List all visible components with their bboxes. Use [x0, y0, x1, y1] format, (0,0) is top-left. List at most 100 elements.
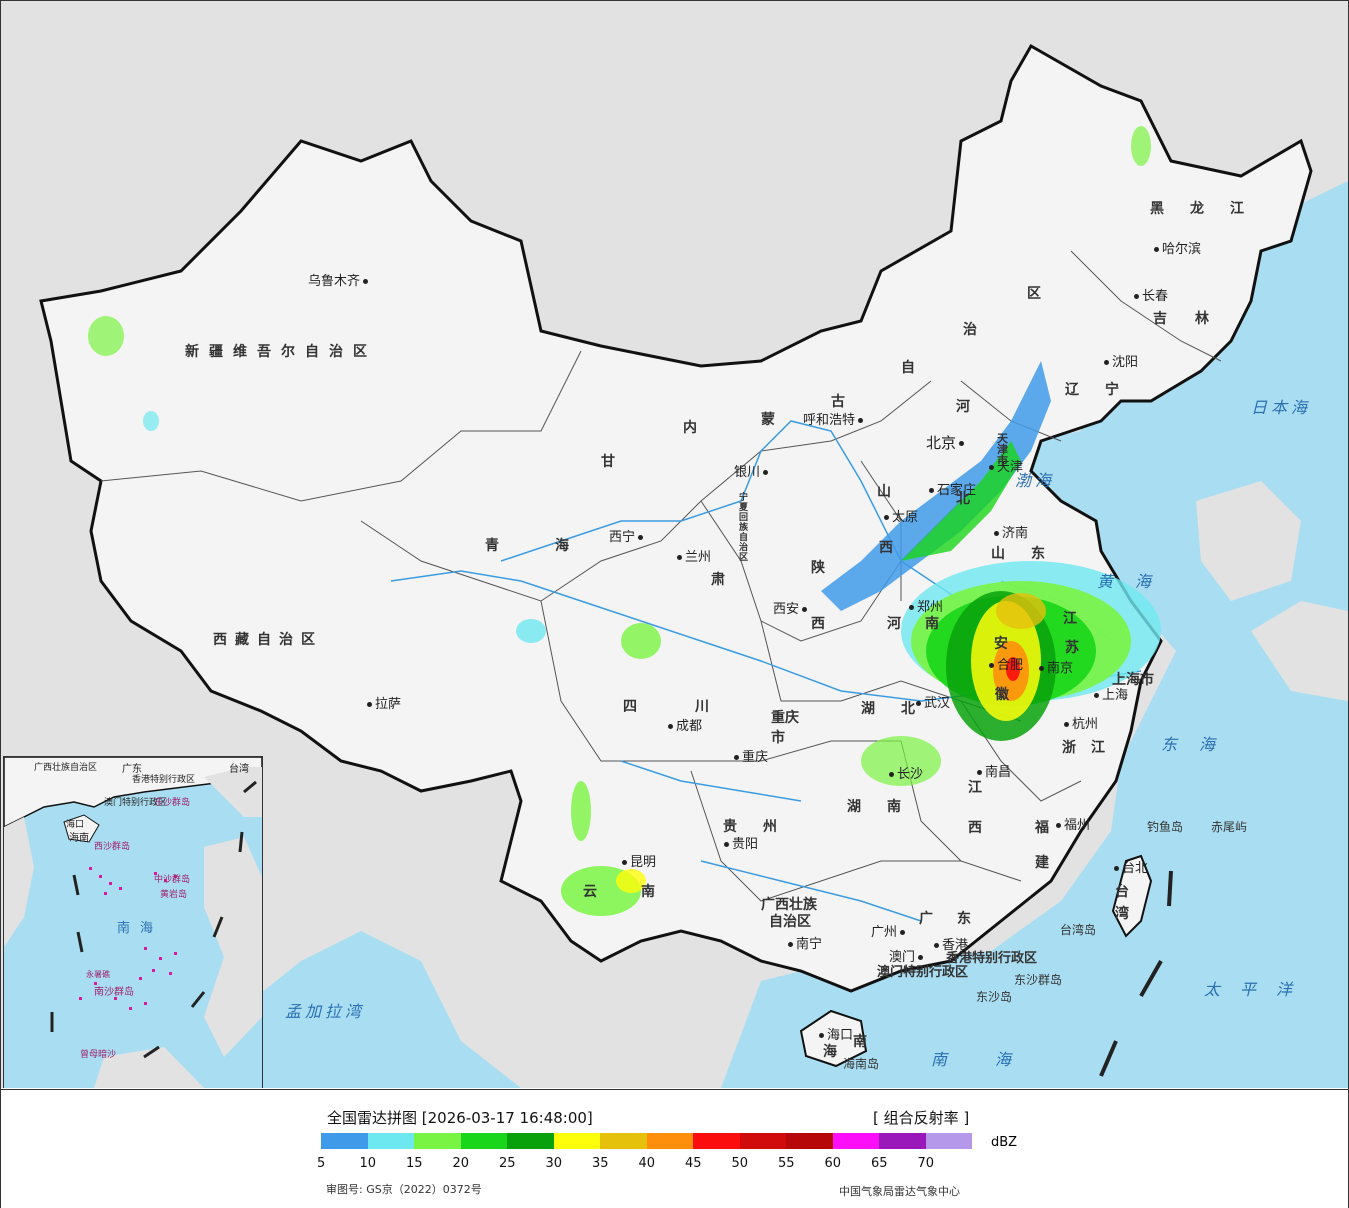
sea-japan: 日本海	[1251, 398, 1312, 417]
colorbar-tick-label: 55	[778, 1156, 795, 1171]
prov-shaan: 陕	[811, 560, 843, 576]
prov-zhejiang-jiang: 江	[1091, 740, 1123, 756]
city-jinan: 济南	[991, 522, 1028, 541]
colorbar-tick-label: 60	[824, 1156, 842, 1171]
prov-heilongjiang-hei: 黑	[1150, 201, 1182, 217]
colorbar	[321, 1133, 972, 1149]
island-hainan: 海南岛	[843, 1057, 880, 1071]
city-hangzhou: 杭州	[1061, 713, 1098, 732]
prov-anhui-hui: 徽	[995, 687, 1027, 703]
prov-taiwan-wan: 湾	[1115, 906, 1147, 922]
inset-hongkong: 香港特别行政区	[132, 775, 196, 785]
city-chongqing: 重庆	[731, 746, 768, 765]
city-hongkong: 香港	[931, 934, 968, 953]
prov-guangxi-1: 广西壮族	[761, 897, 817, 913]
prov-gu: 古	[831, 394, 863, 410]
colorbar-tick-label: 30	[545, 1156, 563, 1171]
island-taiwan: 台湾岛	[1060, 923, 1097, 937]
legend-product: [ 组合反射率 ]	[873, 1109, 970, 1127]
city-hefei: 合肥	[986, 654, 1023, 673]
city-shanghai: 上海	[1091, 684, 1128, 703]
prov-hongkong-sar: 香港特别行政区	[946, 951, 1038, 966]
colorbar-cell	[693, 1133, 740, 1149]
colorbar-cell	[321, 1133, 368, 1149]
prov-guangdong-dong: 东	[957, 911, 989, 927]
prov-macau-sar: 澳门特别行政区	[877, 965, 969, 980]
city-chengdu: 成都	[665, 715, 702, 734]
inset-xisha: 西沙群岛	[94, 842, 131, 852]
city-shijiazhuang: 石家庄	[926, 479, 976, 498]
colorbar-cell	[832, 1133, 879, 1149]
inset-south-sea: 南海	[117, 921, 164, 936]
colorbar-cell	[646, 1133, 693, 1149]
inset-guangdong: 广东	[122, 764, 142, 775]
prov-guangdong-guang: 广	[919, 911, 951, 927]
colorbar-cell	[600, 1133, 647, 1149]
prov-sichuan-si: 四	[623, 699, 655, 715]
inset-macau: 澳门特别行政区	[104, 798, 168, 808]
city-beijing: 北京	[926, 432, 967, 453]
colorbar-tick-label: 40	[638, 1156, 656, 1171]
prov-shanxi-shan: 山	[877, 484, 909, 500]
prov-hebei-he: 河	[956, 399, 988, 415]
prov-heilongjiang-long: 龙	[1190, 201, 1222, 217]
city-guiyang: 贵阳	[721, 833, 758, 852]
colorbar-cell	[367, 1133, 414, 1149]
prov-henan-nan: 南	[925, 616, 957, 632]
inset-nansha: 南沙群岛	[94, 987, 134, 998]
colorbar-tick-label: 45	[685, 1156, 702, 1171]
inset-canvas	[4, 757, 262, 1088]
legend-unit: dBZ	[991, 1135, 1018, 1150]
bohai-sea	[1031, 431, 1101, 501]
prov-xi: 西	[811, 616, 843, 632]
map-area: 乌鲁木齐 拉萨 西宁 兰州 银川 呼和浩特 北京 天津 石家庄 太原 济南 郑州…	[1, 1, 1348, 1088]
inset-zengmu: 曾母暗沙	[80, 1050, 117, 1060]
city-taiyuan: 太原	[881, 506, 918, 525]
city-nanning: 南宁	[785, 933, 822, 952]
prov-qinghai: 青海	[485, 538, 625, 554]
sea-yellow: 黄海	[1097, 572, 1174, 591]
prov-hainan-hai: 海	[823, 1044, 855, 1060]
prov-heilongjiang-jiang: 江	[1230, 201, 1262, 217]
inset-taiwan: 台湾	[229, 764, 249, 775]
city-haikou: 海口	[816, 1024, 853, 1043]
prov-liaoning-liao: 辽	[1065, 382, 1097, 398]
colorbar-tick-label: 65	[871, 1156, 888, 1171]
city-hohhot: 呼和浩特	[803, 409, 866, 428]
colorbar-tick-label: 50	[731, 1156, 749, 1171]
city-fuzhou: 福州	[1053, 814, 1090, 833]
pacific-sea	[721, 181, 1348, 1088]
korea-japan-land	[1196, 481, 1301, 601]
city-changchun: 长春	[1131, 285, 1168, 304]
colorbar-cell	[507, 1133, 554, 1149]
prov-hunan-nan: 南	[887, 799, 919, 815]
prov-zhi: 治	[963, 322, 995, 338]
prov-fujian-fu: 福	[1035, 820, 1067, 836]
colorbar-tick-label: 35	[592, 1156, 609, 1171]
prov-qu: 区	[1027, 286, 1059, 302]
radar-echoes	[88, 126, 1161, 916]
city-lhasa: 拉萨	[364, 693, 401, 712]
city-kunming: 昆明	[619, 851, 656, 870]
south-china-sea-inset: 广西壮族自治区 广东 香港特别行政区 澳门特别行政区 台湾 海口 海南 东沙群岛…	[3, 756, 263, 1088]
city-shenyang: 沈阳	[1101, 351, 1138, 370]
prov-xinjiang: 新疆维吾尔自治区	[185, 344, 377, 360]
inset-haikou: 海口	[66, 820, 85, 830]
city-changsha: 长沙	[886, 763, 923, 782]
taiwan-island	[1111, 854, 1153, 938]
colorbar-tick-label: 70	[917, 1156, 935, 1171]
prov-henan-he: 河	[887, 616, 919, 632]
prov-hubei-hu: 湖	[861, 701, 893, 717]
city-lanzhou: 兰州	[674, 546, 711, 565]
colorbar-cell	[786, 1133, 833, 1149]
colorbar-cell	[460, 1133, 507, 1149]
city-urumqi: 乌鲁木齐	[308, 270, 371, 289]
prov-jilin-lin: 林	[1195, 311, 1227, 327]
sea-bohai: 渤海	[1015, 471, 1056, 490]
prov-zi: 自	[901, 360, 933, 376]
city-yinchuan: 银川	[734, 461, 771, 480]
data-source: 中国气象局雷达气象中心	[839, 1185, 960, 1198]
city-xian: 西安	[773, 598, 810, 617]
prov-shanghai: 上海市	[1112, 672, 1154, 688]
